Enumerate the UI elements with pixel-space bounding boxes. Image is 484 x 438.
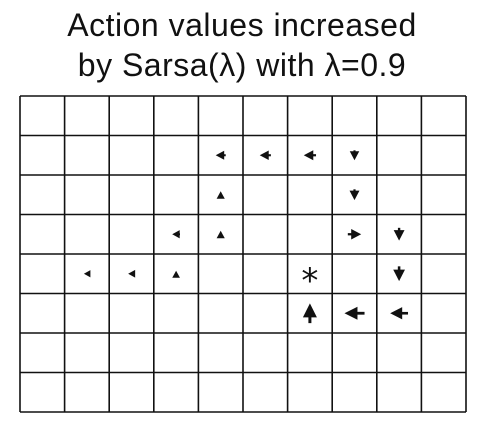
arrow-left-icon <box>390 307 409 320</box>
arrow-left-icon <box>128 269 136 278</box>
arrow-left-icon <box>344 306 365 320</box>
arrow-left-icon <box>215 150 226 160</box>
figure-title-line-1: Action values increased <box>67 7 417 43</box>
arrow-right-icon <box>347 229 362 240</box>
arrow-left-icon <box>83 270 91 278</box>
arrow-left-icon <box>259 150 271 160</box>
arrow-left-icon <box>172 230 181 239</box>
arrow-down-icon <box>349 189 360 201</box>
arrow-left-icon <box>303 150 317 161</box>
arrow-down-icon <box>393 227 405 241</box>
arrows-layer <box>83 150 409 324</box>
arrow-down-icon <box>393 266 405 282</box>
goal-marker: * <box>301 261 318 301</box>
arrow-up-icon <box>302 303 317 324</box>
figure-title-line-2: by Sarsa(λ) with λ=0.9 <box>77 47 407 83</box>
arrow-up-icon <box>172 270 180 278</box>
arrow-up-icon <box>216 230 225 239</box>
arrow-down-icon <box>349 150 360 161</box>
grid-lines <box>19 95 467 413</box>
arrow-up-icon <box>216 191 225 199</box>
